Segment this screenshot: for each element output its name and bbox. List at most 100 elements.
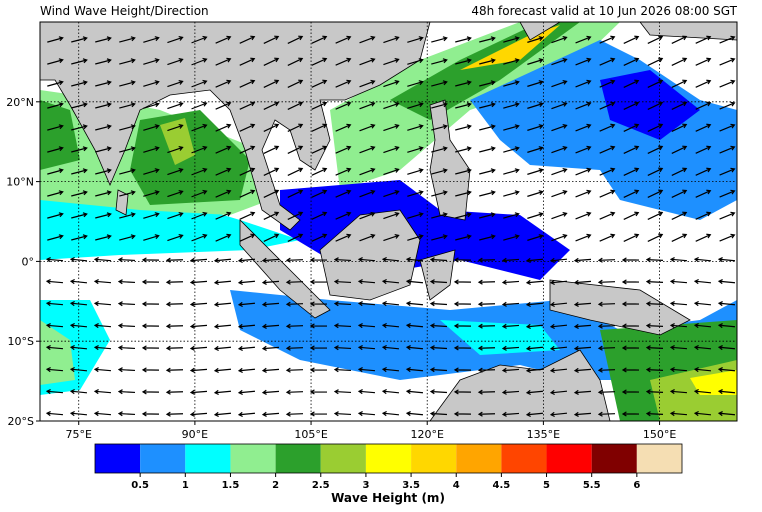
wind-arrow (527, 212, 544, 219)
wind-arrow (527, 36, 544, 43)
axes: 75°E 90°E 105°E 120°E 135°E 150°E 20°N 10°N 0° 10… (6, 96, 676, 441)
wind-arrow (215, 123, 232, 132)
wind-arrow (717, 388, 736, 395)
wind-arrow (95, 190, 112, 197)
wind-arrow (141, 389, 160, 395)
wind-arrow (311, 57, 328, 66)
wind-arrow (429, 367, 448, 373)
wind-arrow (455, 212, 472, 219)
wind-arrow (69, 300, 88, 307)
wind-arrow (47, 234, 64, 241)
wind-arrow (695, 101, 712, 110)
wind-arrow (239, 211, 256, 220)
wind-arrow (501, 301, 520, 307)
wind-arrow (719, 57, 736, 66)
x-tick-label: 135°E (527, 428, 560, 441)
wind-arrow (71, 146, 88, 153)
wind-arrow (167, 79, 184, 88)
wind-arrow (143, 234, 160, 241)
wind-arrow (573, 389, 592, 395)
wind-arrow (141, 323, 160, 329)
wind-arrow (239, 189, 256, 198)
wind-arrow (671, 211, 688, 220)
wind-arrow (381, 256, 400, 263)
wind-arrow (503, 58, 520, 65)
wind-arrow (47, 146, 64, 153)
wind-arrow (45, 300, 64, 307)
wind-arrow (551, 145, 568, 154)
wind-arrow (405, 388, 424, 395)
wind-arrow (335, 167, 352, 176)
wind-arrow (239, 79, 256, 88)
wind-arrow (551, 167, 568, 176)
wind-arrow (191, 189, 208, 198)
wind-arrow (719, 211, 736, 220)
wind-arrow (213, 367, 232, 374)
wind-arrow (597, 345, 616, 351)
wind-arrow (359, 233, 376, 242)
wind-arrow (189, 301, 208, 307)
wind-arrow (383, 57, 400, 66)
wind-arrow (189, 323, 208, 329)
wind-arrow (669, 257, 688, 263)
wind-arrow (285, 345, 304, 351)
wind-arrow (549, 411, 568, 418)
wind-arrow (671, 35, 688, 44)
wind-arrow (237, 323, 256, 330)
wind-arrow (47, 124, 64, 131)
wind-arrow (357, 389, 376, 395)
wind-arrow (95, 212, 112, 219)
wind-arrow (455, 80, 472, 87)
x-tick-label: 105°E (294, 428, 327, 441)
wave-field (40, 300, 560, 395)
wind-arrow (693, 278, 712, 285)
wind-arrow (455, 102, 472, 109)
wind-arrow (479, 212, 496, 219)
wind-arrow (215, 35, 232, 44)
wind-arrow (477, 367, 496, 373)
wind-arrow (431, 102, 448, 109)
wind-arrow (669, 389, 688, 395)
map-frame (39, 21, 738, 422)
wind-arrow (213, 301, 232, 308)
wind-arrow (621, 367, 640, 373)
wind-arrow (311, 189, 328, 198)
wind-arrow (573, 279, 592, 285)
wind-arrow (261, 367, 280, 373)
wind-arrow (333, 411, 352, 417)
wind-arrow (599, 211, 616, 220)
wind-arrow (357, 411, 376, 417)
wind-arrow (573, 301, 592, 307)
wind-arrow (429, 411, 448, 417)
wind-arrow (455, 36, 472, 43)
wind-arrow (285, 301, 304, 307)
wind-arrow (239, 233, 256, 242)
wind-arrow (407, 124, 424, 131)
wind-arrow (287, 145, 304, 155)
x-tick-label: 90°E (182, 428, 208, 441)
colorbar-swatch (456, 444, 502, 473)
wind-arrow (165, 345, 184, 351)
wind-arrow (575, 101, 592, 110)
wind-arrow (695, 167, 712, 176)
wind-arrow (477, 301, 496, 307)
wind-arrow (429, 389, 448, 395)
wind-arrow (117, 389, 136, 395)
wind-arrow (165, 389, 184, 395)
colorbar-tick-label: 3.5 (402, 480, 420, 491)
wind-arrow (551, 35, 568, 44)
colorbar-tick-label: 5.5 (583, 480, 601, 491)
wind-arrow (671, 57, 688, 66)
wind-arrow (47, 212, 64, 219)
wind-arrow (549, 345, 568, 352)
wind-arrow (213, 389, 232, 396)
wind-arrow (357, 301, 376, 307)
wind-arrow (479, 58, 496, 65)
wind-arrow (357, 323, 376, 329)
wind-arrow (95, 80, 112, 87)
wind-arrow (717, 256, 736, 263)
wind-arrow (599, 123, 616, 132)
wind-arrow (525, 389, 544, 396)
wind-arrow (191, 233, 208, 242)
wind-arrow (165, 257, 184, 263)
